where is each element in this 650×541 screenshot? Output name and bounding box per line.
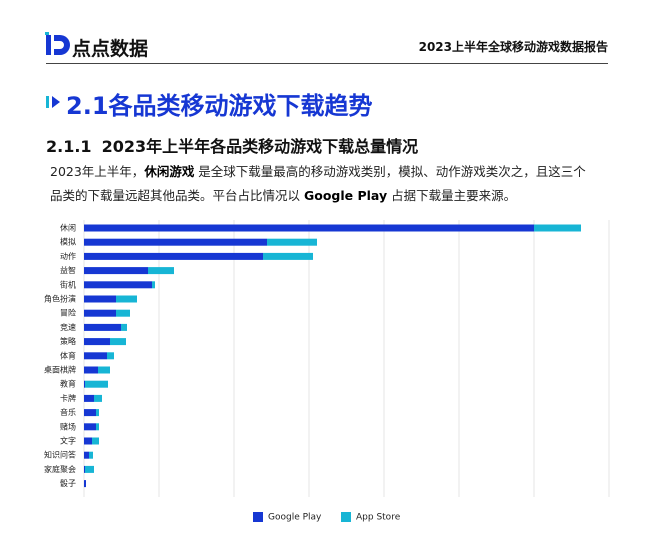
- bar-segment: [110, 338, 126, 346]
- subsection: 2.1.1 2023年上半年各品类移动游戏下载总量情况: [46, 133, 418, 157]
- subsection-number: 2.1.1: [46, 137, 92, 156]
- bar-segment: [84, 380, 85, 388]
- legend-label: Google Play: [268, 513, 322, 523]
- subsection-title: 2023年上半年各品类移动游戏下载总量情况: [101, 137, 419, 156]
- y-tick-label: 骰子: [60, 479, 76, 488]
- bar-segment: [263, 252, 313, 260]
- divider: [46, 63, 608, 64]
- bar-segment: [107, 352, 114, 360]
- y-tick-label: 文字: [60, 436, 76, 446]
- legend-label: App Store: [356, 513, 401, 523]
- logo-icon: [45, 32, 70, 55]
- paragraph-text: Google Play: [303, 188, 388, 203]
- bar-segment: [94, 394, 102, 402]
- paragraph-text: 是全球下载量最高的移动游戏类别，模拟、动作游戏类次之，且这三个品类的下载量远超其…: [50, 164, 586, 203]
- bar-segment: [96, 409, 99, 417]
- section-icon: [46, 96, 60, 108]
- y-tick-label: 街机: [60, 279, 76, 289]
- y-tick-label: 策略: [60, 336, 76, 346]
- y-tick-label: 益智: [60, 265, 76, 275]
- legend-swatch: [253, 512, 263, 522]
- bar-segment: [152, 281, 155, 289]
- brand: 点点数据: [72, 38, 149, 60]
- bar-segment: [84, 295, 116, 303]
- y-tick-label: 赌场: [60, 421, 76, 431]
- bar-segment: [84, 309, 116, 317]
- chart: 休闲模拟动作益智街机角色扮演冒险竞速策略体育桌面棋牌教育卡牌音乐赌场文字知识问答…: [44, 220, 610, 523]
- bar-segment: [84, 352, 107, 360]
- bar-segment: [89, 451, 93, 459]
- bar-segment: [84, 409, 96, 417]
- y-tick-label: 冒险: [60, 308, 76, 318]
- bar-segment: [84, 480, 86, 488]
- bar-segment: [84, 338, 110, 346]
- y-tick-label: 教育: [60, 379, 76, 389]
- bar-segment: [84, 267, 148, 275]
- bar-segment: [84, 323, 121, 331]
- bar-segment: [84, 451, 89, 459]
- bar-segment: [85, 380, 108, 388]
- y-tick-label: 角色扮演: [44, 294, 76, 304]
- bar-segment: [121, 323, 127, 331]
- y-tick-label: 竞速: [60, 322, 76, 332]
- bar-segment: [84, 437, 92, 445]
- paragraph-text: 2023年上半年，: [50, 164, 145, 179]
- y-tick-label: 家庭聚会: [44, 464, 76, 474]
- y-tick-label: 体育: [60, 350, 76, 360]
- bar-segment: [84, 252, 263, 260]
- bar-segment: [116, 295, 137, 303]
- bar-segment: [534, 224, 581, 232]
- y-tick-label: 音乐: [60, 407, 76, 417]
- y-tick-label: 动作: [60, 251, 76, 261]
- bar-segment: [116, 309, 130, 317]
- report-title: 2023上半年全球移动游戏数据报告: [418, 40, 608, 54]
- bar-segment: [92, 437, 99, 445]
- legend-swatch: [341, 512, 351, 522]
- bar-segment: [84, 465, 85, 473]
- bar-segment: [84, 224, 534, 232]
- paragraph-text: 占据下载量主要来源。: [387, 188, 517, 203]
- y-tick-label: 卡牌: [60, 393, 76, 403]
- bar-segment: [148, 267, 174, 275]
- bar-segment: [98, 366, 110, 374]
- bar-segment: [84, 394, 94, 402]
- y-tick-label: 休闲: [60, 223, 76, 233]
- y-tick-label: 桌面棋牌: [44, 365, 76, 375]
- y-tick-label: 模拟: [60, 237, 76, 247]
- bar-segment: [84, 366, 98, 374]
- bar-segment: [84, 238, 267, 246]
- bar-segment: [85, 465, 94, 473]
- bar-segment: [84, 423, 96, 431]
- bar-segment: [96, 423, 99, 431]
- bar-segment: [84, 281, 152, 289]
- bar-segment: [267, 238, 317, 246]
- section-title: 2.1各品类移动游戏下载趋势: [66, 92, 373, 120]
- paragraph: 2023年上半年，休闲游戏 是全球下载量最高的移动游戏类别，模拟、动作游戏类次之…: [50, 160, 595, 208]
- paragraph-text: 休闲游戏: [144, 164, 195, 179]
- y-tick-label: 知识问答: [44, 450, 76, 460]
